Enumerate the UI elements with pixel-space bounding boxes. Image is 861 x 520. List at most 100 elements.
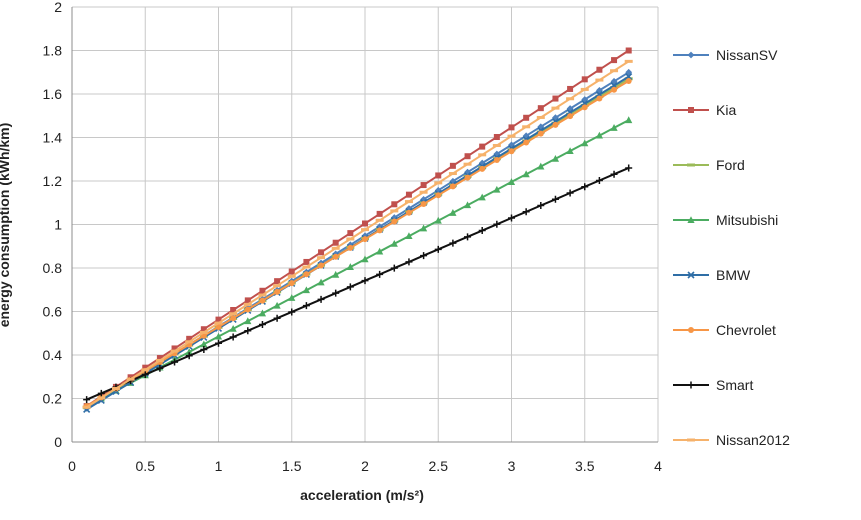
data-point bbox=[493, 220, 501, 228]
data-point bbox=[244, 306, 251, 313]
series-nissan2012 bbox=[82, 59, 633, 409]
y-tick-label: 1.8 bbox=[43, 43, 63, 59]
data-point bbox=[537, 162, 545, 170]
data-point bbox=[479, 165, 486, 172]
y-tick-label: 0.4 bbox=[43, 347, 63, 363]
data-point bbox=[332, 253, 339, 260]
data-point bbox=[464, 174, 471, 181]
legend-marker bbox=[687, 381, 695, 389]
data-point bbox=[83, 396, 91, 404]
data-point bbox=[288, 308, 296, 316]
data-point bbox=[551, 195, 559, 203]
data-point bbox=[610, 170, 618, 178]
data-point bbox=[625, 47, 632, 54]
legend-item: Mitsubishi bbox=[673, 212, 778, 228]
data-point bbox=[361, 255, 369, 263]
data-point bbox=[478, 227, 486, 235]
series-line bbox=[86, 60, 630, 409]
data-point bbox=[537, 130, 544, 137]
data-point bbox=[493, 185, 501, 193]
data-point bbox=[435, 172, 442, 179]
legend-label: Nissan2012 bbox=[716, 432, 790, 448]
legend-label: BMW bbox=[716, 267, 751, 283]
data-point bbox=[595, 131, 603, 139]
data-point bbox=[595, 176, 603, 184]
data-point bbox=[464, 153, 471, 160]
data-point bbox=[508, 148, 515, 155]
data-point bbox=[625, 116, 633, 124]
data-point bbox=[537, 202, 545, 210]
series-line bbox=[86, 166, 630, 401]
data-point bbox=[434, 216, 442, 224]
data-point bbox=[449, 162, 456, 169]
data-point bbox=[610, 124, 618, 131]
data-point bbox=[493, 157, 500, 164]
data-point bbox=[303, 258, 310, 265]
legend: NissanSV Kia Ford Mitsubishi BMW Chevrolet Sma… bbox=[673, 47, 790, 448]
data-point bbox=[508, 124, 515, 131]
data-point bbox=[391, 218, 398, 225]
data-point bbox=[376, 247, 384, 255]
legend-marker bbox=[687, 51, 695, 59]
data-point bbox=[214, 332, 223, 340]
legend-marker bbox=[687, 216, 695, 223]
data-point bbox=[566, 189, 574, 197]
data-point bbox=[508, 214, 515, 222]
data-point bbox=[302, 286, 310, 294]
data-point bbox=[420, 200, 427, 207]
data-point bbox=[552, 95, 559, 102]
data-point bbox=[332, 289, 340, 297]
data-point bbox=[581, 139, 589, 147]
x-tick-label: 3 bbox=[508, 458, 516, 474]
y-axis-title: energy consumption (kWh/km) bbox=[0, 123, 12, 328]
data-point bbox=[200, 340, 208, 348]
legend-marker bbox=[688, 327, 694, 333]
data-point bbox=[478, 193, 486, 201]
data-point bbox=[420, 252, 428, 260]
legend-item: Nissan2012 bbox=[673, 432, 790, 448]
data-point bbox=[420, 182, 427, 189]
series-line bbox=[86, 49, 630, 407]
x-tick-label: 2.5 bbox=[429, 458, 449, 474]
data-point bbox=[302, 302, 310, 310]
data-point bbox=[215, 324, 222, 331]
legend-marker bbox=[688, 107, 694, 113]
data-point bbox=[318, 262, 325, 269]
legend-marker bbox=[687, 271, 695, 279]
legend-item: BMW bbox=[673, 267, 751, 283]
axes: 0 0.2 0.4 0.6 0.8 1 1.2 1.4 1.6 1.8 2 0 0.5 1 1.5 2 2.5 3… bbox=[43, 0, 663, 474]
data-point bbox=[244, 317, 252, 325]
data-point bbox=[215, 339, 222, 347]
data-point bbox=[171, 345, 178, 352]
data-point bbox=[141, 371, 149, 379]
y-tick-label: 1.6 bbox=[43, 86, 63, 102]
data-point bbox=[303, 271, 310, 278]
legend-label: Kia bbox=[716, 102, 736, 118]
x-tick-label: 0 bbox=[68, 458, 76, 474]
data-point bbox=[156, 355, 163, 362]
data-point bbox=[567, 85, 574, 92]
data-point bbox=[611, 57, 618, 64]
y-tick-label: 0 bbox=[54, 434, 62, 450]
data-point bbox=[435, 192, 442, 199]
data-point bbox=[185, 348, 193, 356]
data-point bbox=[449, 183, 456, 190]
data-point bbox=[288, 294, 296, 301]
data-point bbox=[625, 77, 632, 84]
data-point bbox=[229, 325, 237, 332]
y-tick-label: 2 bbox=[54, 0, 62, 15]
data-point bbox=[274, 288, 281, 295]
legend-item: Ford bbox=[673, 157, 745, 173]
data-point bbox=[361, 232, 369, 240]
series-line bbox=[86, 80, 630, 407]
series-line bbox=[86, 119, 630, 407]
legend-item: Chevrolet bbox=[673, 322, 776, 338]
x-tick-label: 0.5 bbox=[136, 458, 156, 474]
data-point bbox=[390, 264, 398, 272]
data-point bbox=[507, 178, 516, 185]
data-point bbox=[318, 249, 325, 256]
series-smart bbox=[83, 164, 633, 404]
y-tick-label: 0.8 bbox=[43, 260, 63, 276]
legend-label: NissanSV bbox=[716, 47, 778, 63]
legend-item: Kia bbox=[673, 102, 736, 118]
